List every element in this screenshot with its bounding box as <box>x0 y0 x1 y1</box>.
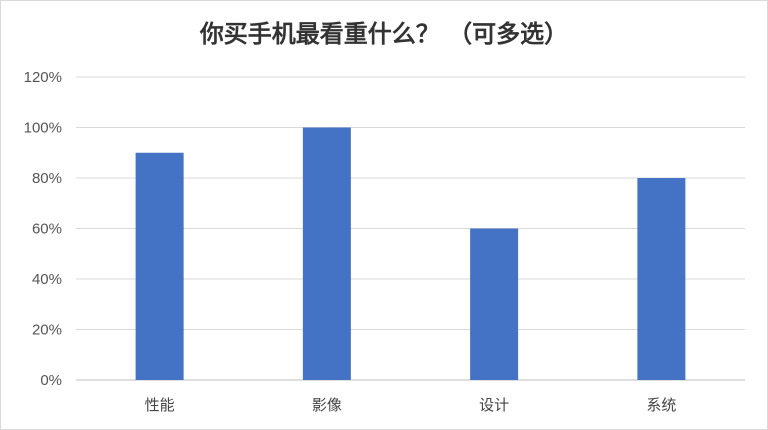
x-tick-labels: 性能 影像 设计 系统 <box>145 396 677 414</box>
x-tick-label: 性能 <box>145 396 175 414</box>
x-tick-label: 系统 <box>646 396 676 414</box>
y-tick-label: 120% <box>24 69 62 86</box>
bar <box>302 127 351 380</box>
x-tick-label: 设计 <box>479 396 509 414</box>
y-tick-label: 40% <box>32 271 62 288</box>
bar <box>470 228 519 380</box>
chart-title: 你买手机最看重什么？ （可多选） <box>199 20 569 48</box>
grid-lines <box>76 76 745 381</box>
y-tick-label: 0% <box>40 372 62 389</box>
y-tick-label: 100% <box>24 120 62 137</box>
bar <box>135 152 184 380</box>
bars <box>135 127 686 380</box>
bar <box>637 178 686 380</box>
y-tick-label: 20% <box>32 322 62 339</box>
y-tick-labels: 0% 20% 40% 60% 80% 100% 120% <box>24 69 62 389</box>
y-tick-label: 60% <box>32 221 62 238</box>
y-tick-label: 80% <box>32 170 62 187</box>
x-tick-label: 影像 <box>312 396 342 414</box>
